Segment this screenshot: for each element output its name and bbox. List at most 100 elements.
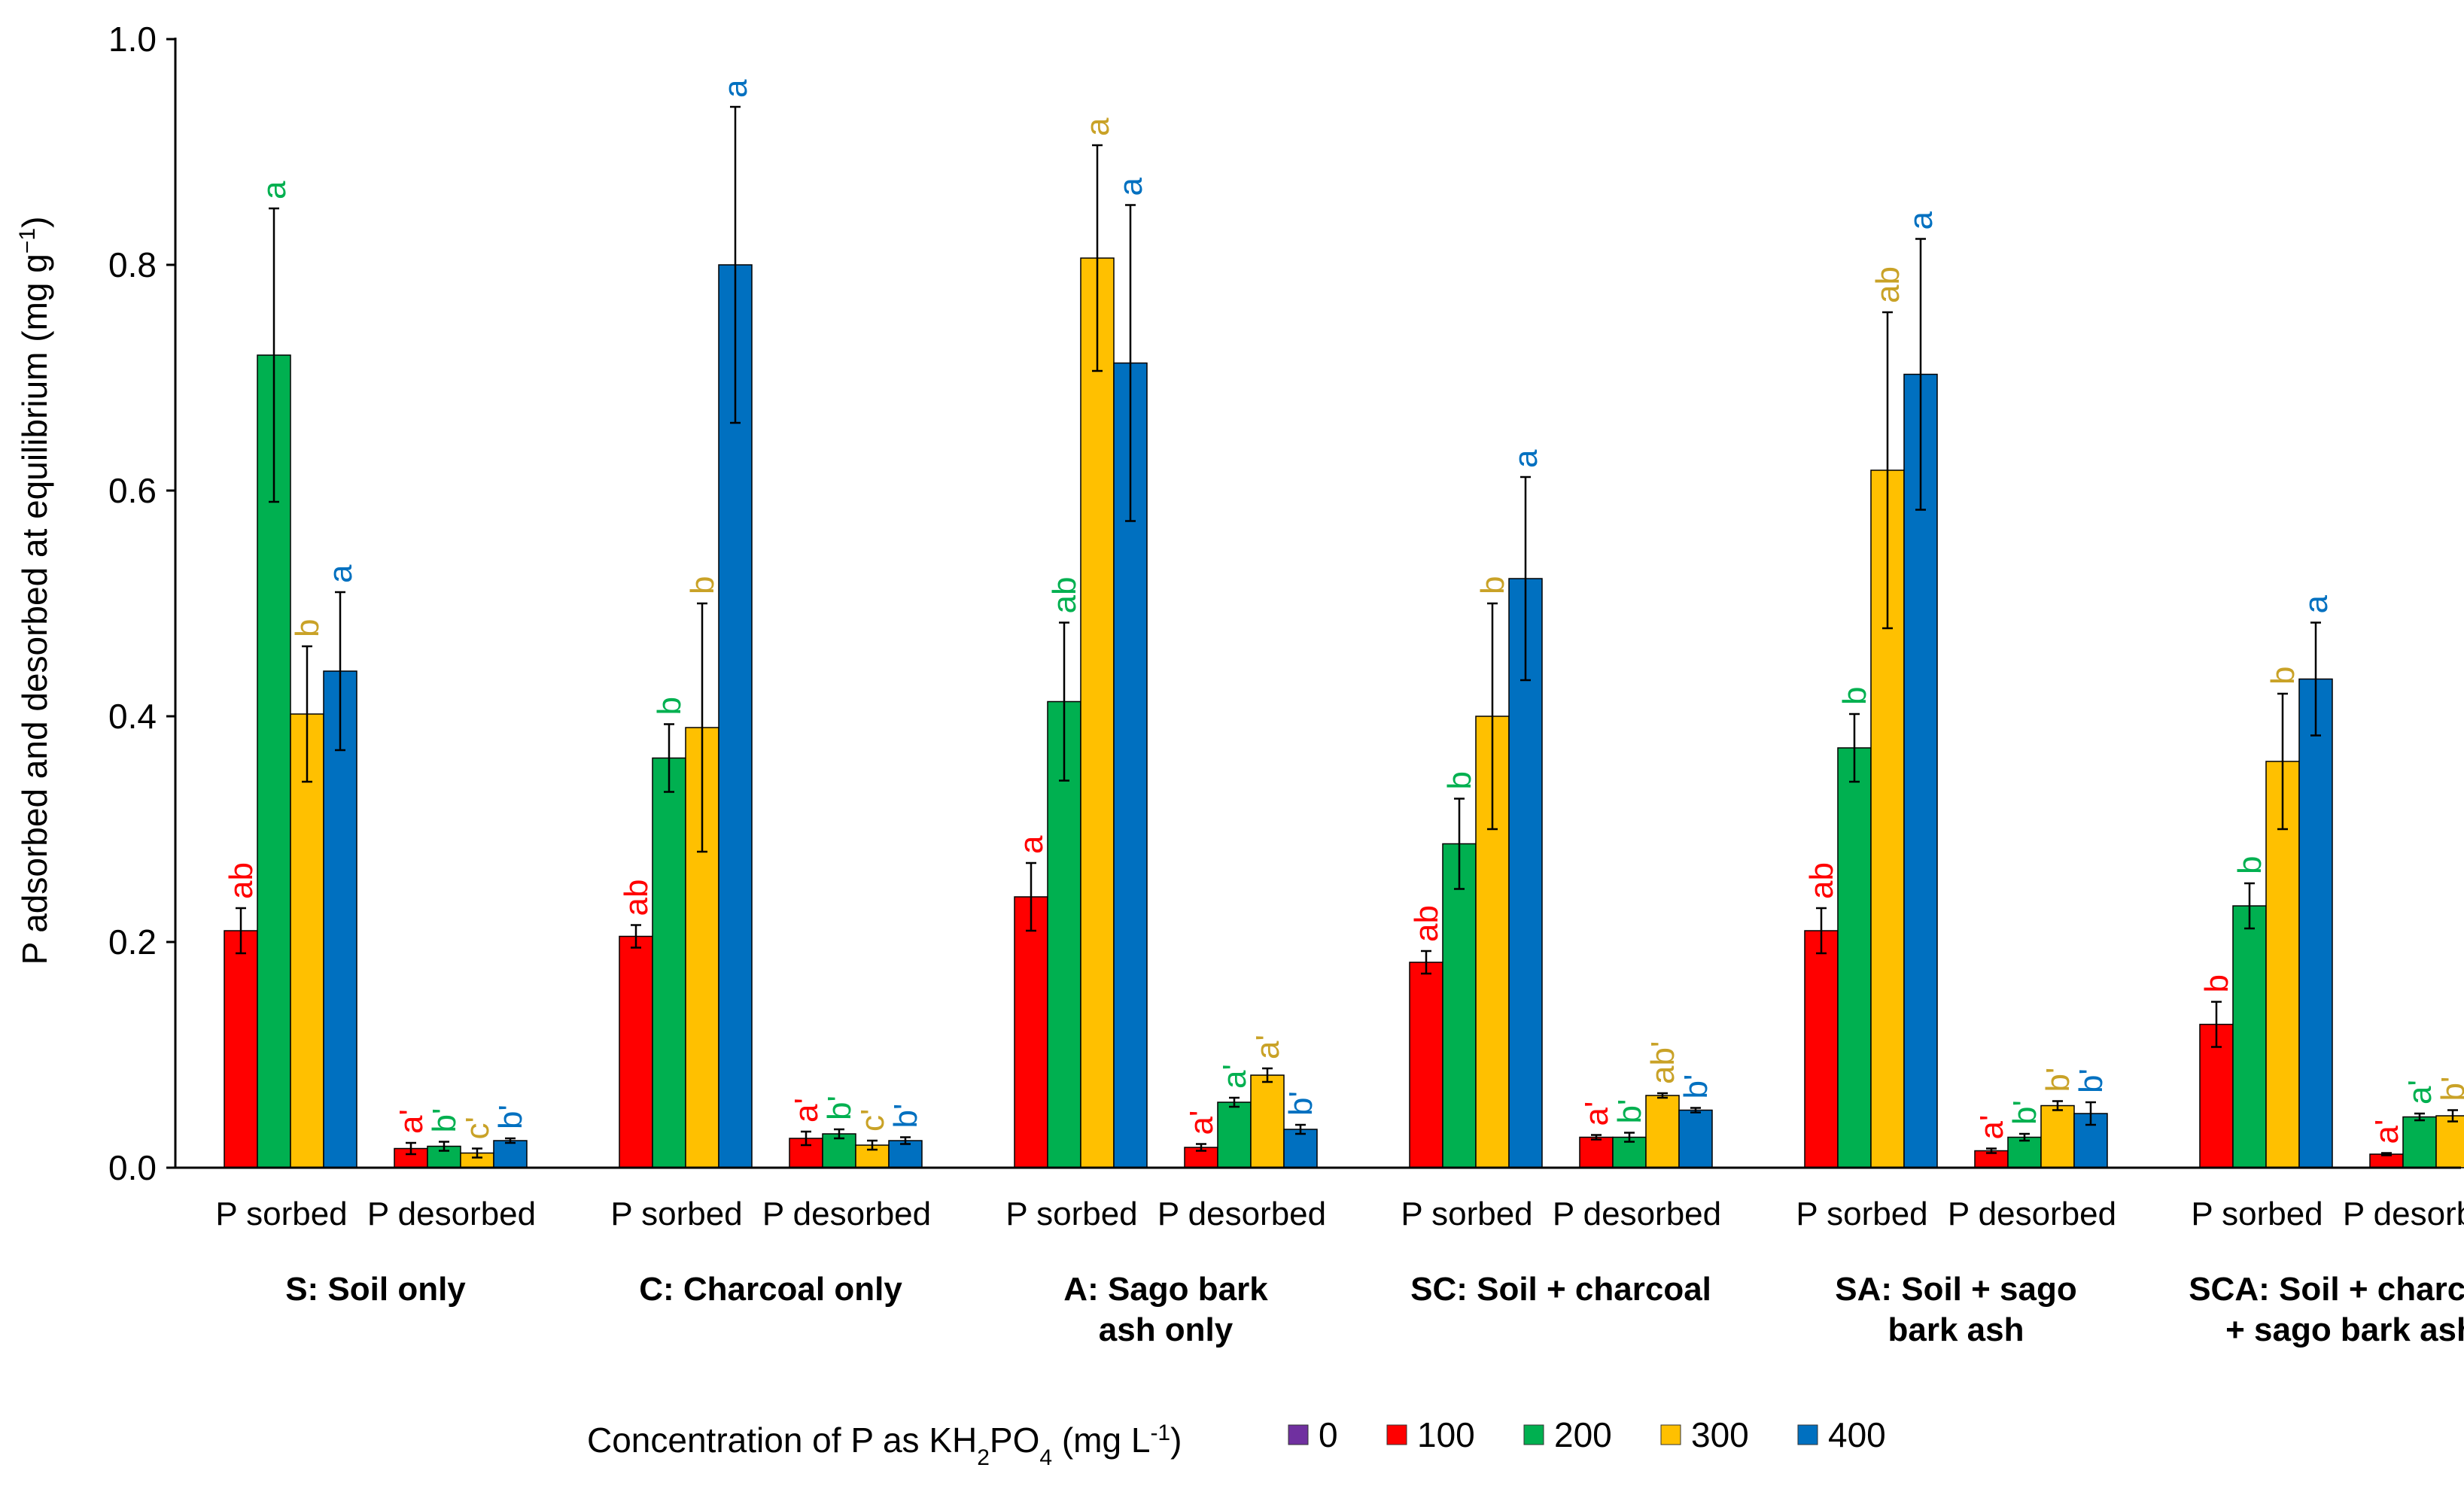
bar <box>1080 257 1115 1168</box>
significance-letter: b' <box>426 1108 463 1133</box>
bar <box>1250 1074 1285 1168</box>
bar <box>224 930 258 1168</box>
y-tick-label: 1.0 <box>108 20 157 59</box>
significance-letter: a <box>322 564 359 583</box>
x-category-label: P sorbed <box>215 1196 347 1232</box>
legend-label: 0 <box>1319 1415 1338 1454</box>
significance-letter: b <box>2198 974 2235 992</box>
y-tick-label: 0.2 <box>108 922 157 962</box>
bar <box>1837 747 1872 1168</box>
significance-letter: a <box>1079 117 1116 136</box>
y-axis-title-text: P adsorbed and desorbed at equilibrium (… <box>15 254 54 965</box>
significance-letter: a' <box>1973 1115 2010 1140</box>
bar <box>652 757 686 1168</box>
x-category-label: P sorbed <box>1796 1196 1927 1232</box>
significance-letter: ab <box>1046 577 1083 614</box>
significance-letter: b <box>2231 856 2268 874</box>
bar <box>1409 962 1443 1168</box>
bar <box>1014 896 1048 1168</box>
significance-letter: b <box>1441 771 1478 789</box>
significance-letter: a <box>1112 178 1149 196</box>
bar <box>1579 1136 1614 1168</box>
x-group-label: SCA: Soil + charcoal <box>2189 1271 2464 1308</box>
significance-letter: a' <box>1216 1064 1253 1089</box>
legend-title-part: PO <box>990 1421 1039 1460</box>
significance-letter: a' <box>788 1098 825 1123</box>
legend-swatch <box>1523 1424 1544 1445</box>
x-group-label: bark ash <box>1888 1311 2024 1348</box>
significance-letter: b <box>651 697 688 715</box>
significance-letter: b' <box>821 1095 858 1120</box>
legend-title-sub: 4 <box>1039 1445 1052 1470</box>
bar <box>2232 905 2267 1168</box>
significance-letter: a' <box>2402 1080 2438 1105</box>
x-category-label: P desorbed <box>1553 1196 1721 1232</box>
x-category-label: P desorbed <box>367 1196 536 1232</box>
bar <box>2402 1116 2437 1168</box>
bar <box>1678 1109 1713 1168</box>
significance-letter: ab <box>223 862 260 899</box>
legend-title: Concentration of P as KH2PO4 (mg L-1) <box>587 1421 1182 1470</box>
x-category-label: P sorbed <box>1401 1196 1532 1232</box>
bar <box>1217 1101 1252 1168</box>
significance-letter: b' <box>1611 1099 1648 1124</box>
x-group-label: + sago bark ash <box>2225 1311 2464 1348</box>
legend-swatch <box>1660 1424 1681 1445</box>
significance-letter: b' <box>1678 1074 1714 1099</box>
significance-letter: a <box>1013 835 1050 854</box>
bar <box>1804 930 1839 1168</box>
x-category-label: P desorbed <box>2343 1196 2464 1232</box>
x-group-label: SA: Soil + sago <box>1835 1271 2077 1308</box>
significance-letter: a <box>1507 449 1544 468</box>
legend-label: 100 <box>1417 1415 1475 1454</box>
significance-letter: b' <box>2006 1100 2043 1125</box>
significance-letter: b <box>1474 576 1511 594</box>
significance-letter: a' <box>2368 1120 2405 1144</box>
legend-title-part: Concentration of P as KH <box>587 1421 977 1460</box>
legend-items: 0 100 200 300 400 <box>1288 1415 1886 1454</box>
significance-letter: a' <box>1578 1101 1615 1126</box>
significance-letter: a' <box>1249 1035 1286 1059</box>
y-axis-title-sup: −1 <box>15 228 40 254</box>
significance-letter: ab <box>618 880 655 916</box>
significance-letter: b' <box>492 1105 529 1129</box>
bar <box>1645 1095 1680 1168</box>
bar <box>619 935 653 1168</box>
significance-letter: a <box>1903 211 1939 230</box>
bar-series <box>224 257 2464 1168</box>
axes <box>174 38 2461 1169</box>
error-bars <box>236 105 2458 1159</box>
y-axis-title-close: ) <box>15 217 54 228</box>
bar <box>493 1140 528 1168</box>
significance-letter: c' <box>459 1117 496 1139</box>
bar <box>822 1133 856 1168</box>
y-tick-label: 0.8 <box>108 245 157 284</box>
legend-swatch <box>1797 1424 1818 1445</box>
legend-title-part: (mg L <box>1052 1421 1150 1460</box>
x-group-label: ash only <box>1099 1311 1234 1348</box>
x-axis-labels: P sorbed P desorbed P sorbed P desorbed P so… <box>215 1196 2464 1348</box>
significance-letter: b' <box>2040 1068 2076 1092</box>
y-axis-title: P adsorbed and desorbed at equilibrium (… <box>15 217 55 965</box>
significance-letter: b' <box>2435 1077 2464 1101</box>
significance-letter: a' <box>393 1109 430 1134</box>
significance-letter: ab <box>1869 266 1906 303</box>
significance-letter: b' <box>2073 1068 2110 1093</box>
significance-letter: b <box>684 576 721 594</box>
x-category-label: P sorbed <box>2191 1196 2323 1232</box>
x-category-label: P sorbed <box>610 1196 742 1232</box>
bar <box>2298 678 2333 1168</box>
legend: Concentration of P as KH2PO4 (mg L-1) 0 1… <box>587 1415 1886 1470</box>
bar <box>1442 843 1477 1168</box>
y-tick-label: 0.0 <box>108 1148 157 1187</box>
significance-letter: b <box>2265 667 2301 685</box>
significance-letter: ab <box>1408 905 1445 942</box>
legend-label: 400 <box>1828 1415 1886 1454</box>
x-category-label: P desorbed <box>762 1196 931 1232</box>
significance-letter: b <box>289 619 326 637</box>
x-category-label: P desorbed <box>1157 1196 1326 1232</box>
significance-letter: b' <box>1282 1091 1319 1116</box>
bar <box>2040 1105 2075 1168</box>
bar <box>1283 1129 1318 1168</box>
